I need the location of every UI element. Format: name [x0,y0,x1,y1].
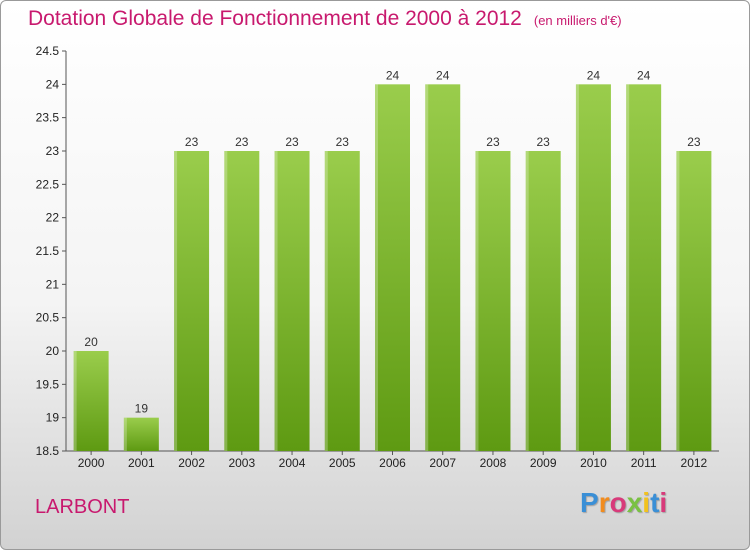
bar-2003 [224,151,260,451]
bar-2010 [575,84,611,451]
bar-highlight [425,84,429,451]
bar-2008 [475,151,511,451]
bar-2011 [626,84,662,451]
x-tick-label: 2003 [228,456,255,470]
bar-highlight [575,84,579,451]
bar-2001 [123,417,159,451]
y-tick-label: 22 [46,211,60,225]
logo-letter: i [659,487,668,518]
x-tick-label: 2011 [631,456,657,470]
logo-letter: t [650,487,660,518]
data-label: 23 [285,135,299,149]
chart-subtitle: (en milliers d'€) [533,13,622,28]
y-tick-label: 23.5 [36,111,60,125]
chart-labels: 20 19 23 23 23 23 24 24 23 23 24 24 23 [84,68,700,415]
y-tick-label: 19.5 [36,377,60,391]
bar-2009 [525,151,561,451]
y-tick-label: 18.5 [36,444,60,458]
bar-2000 [73,351,109,451]
bar-highlight [676,151,680,451]
logo-letter: r [598,487,610,518]
logo-letter: i [642,487,651,518]
data-label: 23 [235,135,249,149]
chart-bars [73,84,712,451]
y-tick-label: 19 [46,411,60,425]
y-tick-label: 20 [46,344,60,358]
logo-letter: x [626,487,643,518]
bar-2002 [174,151,210,451]
bar-highlight [123,417,127,451]
bar-2007 [425,84,461,451]
bar-highlight [324,151,328,451]
bar-highlight [174,151,178,451]
bar-highlight [73,351,77,451]
bar-2012 [676,151,712,451]
x-tick-label: 2006 [379,456,406,470]
chart-title: Dotation Globale de Fonctionnement de 20… [28,7,622,31]
data-label: 24 [637,68,651,82]
x-tick-label: 2004 [279,456,306,470]
x-tick-label: 2002 [178,456,205,470]
x-tick-label: 2010 [580,456,607,470]
y-tick-label: 22.5 [36,177,60,191]
data-label: 23 [185,135,199,149]
x-tick-label: 2007 [429,456,456,470]
bar-2005 [324,151,360,451]
y-tick-label: 21 [46,277,60,291]
data-label: 24 [587,68,601,82]
bar-highlight [224,151,228,451]
data-label: 23 [537,135,551,149]
data-label: 23 [687,135,701,149]
bar-highlight [525,151,529,451]
x-tick-label: 2005 [329,456,356,470]
data-label: 19 [135,402,149,416]
x-tick-label: 2001 [128,456,155,470]
y-tick-label: 20.5 [36,311,60,325]
data-label: 23 [486,135,500,149]
y-tick-label: 23 [46,144,60,158]
x-tick-label: 2012 [681,456,708,470]
bar-2004 [274,151,310,451]
x-tick-label: 2008 [480,456,507,470]
data-label: 23 [336,135,350,149]
bar-2006 [375,84,410,451]
x-tick-label: 2009 [530,456,557,470]
y-tick-label: 24.5 [36,44,60,58]
x-tick-label: 2000 [78,456,105,470]
bar-highlight [375,84,378,451]
data-label: 20 [84,335,98,349]
proxiti-logo[interactable]: Proxiti [580,487,667,519]
commune-name: LARBONT [35,496,130,518]
bar-highlight [475,151,479,451]
logo-letter: P [580,487,599,518]
bar-highlight [274,151,278,451]
bar-highlight [626,84,630,451]
data-label: 24 [436,68,450,82]
y-tick-label: 21.5 [36,244,60,258]
data-label: 24 [386,68,400,82]
logo-letter: o [609,487,627,518]
y-tick-label: 24 [46,77,60,91]
chart-title-text: Dotation Globale de Fonctionnement de 20… [28,7,522,30]
